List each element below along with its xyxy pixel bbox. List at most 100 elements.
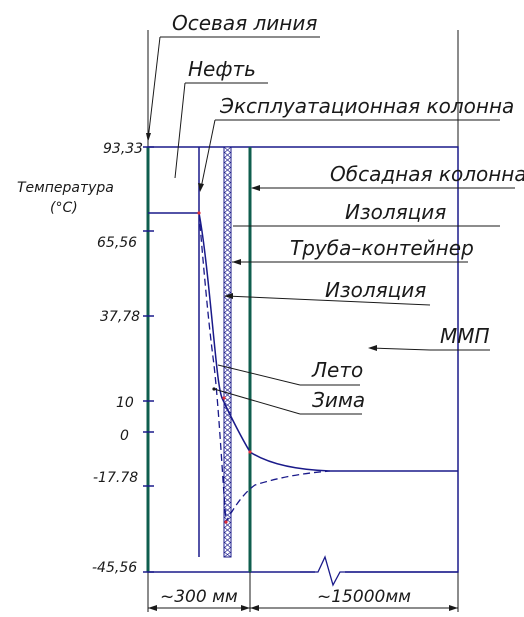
marker-start <box>197 211 201 215</box>
label-casing: Обсадная колонна <box>330 162 524 186</box>
hatch-line <box>223 346 232 354</box>
y-axis-unit: (°С) <box>50 200 78 216</box>
hatch-line <box>223 306 232 314</box>
marker-summer-container <box>222 396 226 400</box>
hatch-line <box>223 246 232 254</box>
arrow-casing <box>251 185 260 191</box>
dim-label-left: ~300 мм <box>160 587 238 607</box>
hatch-line <box>223 191 232 199</box>
marker-winter-bottom <box>224 520 228 524</box>
hatch-line <box>223 271 232 279</box>
hatch-line <box>223 351 232 359</box>
hatch-line <box>223 296 232 304</box>
hatch-line <box>223 221 232 229</box>
insulation-hatch <box>223 146 232 558</box>
hatch-line <box>223 176 232 184</box>
hatch-line <box>223 451 232 459</box>
hatch-line <box>223 376 232 384</box>
hatch-line <box>223 186 232 194</box>
dim-arrow-3 <box>250 605 259 611</box>
hatch-line <box>223 521 232 529</box>
hatch-line <box>223 441 232 449</box>
hatch-line <box>223 481 232 489</box>
y-tick-neg45: -45,56 <box>92 560 137 576</box>
hatch-line <box>223 471 232 479</box>
label-container-pipe: Труба–контейнер <box>290 236 474 260</box>
y-axis-title: Температура <box>17 180 114 196</box>
hatch-line <box>223 371 232 379</box>
hatch-line <box>223 171 232 179</box>
hatch-line <box>223 551 232 558</box>
leader-summer <box>217 364 301 386</box>
arrow-container <box>232 259 241 265</box>
hatch-line <box>223 281 232 289</box>
hatch-line <box>223 401 232 409</box>
summer-curve <box>198 212 458 472</box>
y-tick-65: 65,56 <box>97 235 137 251</box>
break-mask <box>315 560 345 580</box>
hatch-line <box>223 206 232 214</box>
hatch-line <box>223 166 232 174</box>
hatch-line <box>223 396 232 404</box>
label-insulation-mid: Изоляция <box>325 278 426 302</box>
hatch-line <box>223 341 232 349</box>
hatch-line <box>223 476 232 484</box>
leader-oil <box>174 82 186 179</box>
hatch-line <box>223 286 232 294</box>
hatch-line <box>223 156 232 164</box>
leader-prod <box>200 119 216 189</box>
leader-permafrost <box>369 347 431 351</box>
hatch-line <box>223 301 232 309</box>
label-axis-line: Осевая линия <box>172 11 317 35</box>
hatch-line <box>223 331 232 339</box>
y-tick-0: 0 <box>120 428 129 444</box>
arrow-axis <box>146 133 151 142</box>
hatch-line <box>223 511 232 519</box>
hatch-line <box>223 491 232 499</box>
hatch-line <box>223 421 232 429</box>
y-ticks <box>143 146 154 573</box>
hatch-line <box>223 546 232 554</box>
y-tick-10: 10 <box>116 395 134 411</box>
hatch-line <box>223 356 232 364</box>
leader-axis <box>147 36 161 141</box>
hatch-line <box>223 381 232 389</box>
hatch-line <box>223 251 232 259</box>
arrow-insulation-mid <box>224 293 233 299</box>
arrow-prod <box>198 183 204 192</box>
hatch-line <box>223 201 232 209</box>
hatch-line <box>223 256 232 264</box>
label-insulation-top: Изоляция <box>345 200 446 224</box>
dim-arrow-4 <box>449 605 458 611</box>
hatch-line <box>223 461 232 469</box>
hatch-line <box>223 486 232 494</box>
hatch-line <box>223 466 232 474</box>
hatch-line <box>223 216 232 224</box>
label-winter: Зима <box>312 388 365 412</box>
hatch-line <box>223 456 232 464</box>
hatch-line <box>223 446 232 454</box>
hatch-line <box>223 196 232 204</box>
hatch-line <box>223 336 232 344</box>
hatch-line <box>223 316 232 324</box>
label-oil: Нефть <box>188 57 256 81</box>
y-tick-neg17: -17.78 <box>93 470 138 486</box>
marker-casing <box>248 450 252 454</box>
hatch-line <box>223 151 232 159</box>
hatch-line <box>223 241 232 249</box>
label-production-string: Эксплуатационная колонна <box>219 94 514 118</box>
y-tick-93: 93,33 <box>103 141 143 157</box>
hatch-line <box>223 536 232 544</box>
hatch-line <box>223 321 232 329</box>
hatch-line <box>223 146 232 154</box>
hatch-line <box>223 531 232 539</box>
hatch-line <box>223 501 232 509</box>
arrow-permafrost <box>368 345 377 351</box>
hatch-line <box>223 181 232 189</box>
dim-arrow-2 <box>241 605 250 611</box>
break-symbol <box>300 555 458 587</box>
hatch-line <box>223 436 232 444</box>
hatch-line <box>223 231 232 239</box>
hatch-line <box>223 311 232 319</box>
